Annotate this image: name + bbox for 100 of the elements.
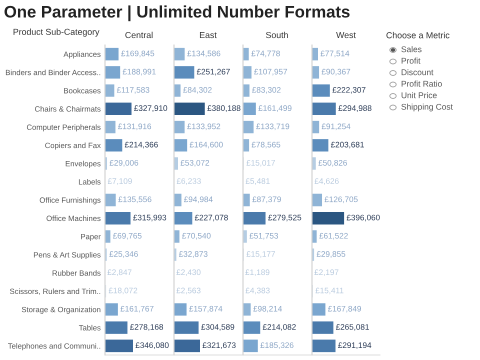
- bar: [174, 193, 182, 207]
- bar: [312, 120, 320, 134]
- data-label: £69,765: [112, 232, 142, 240]
- data-label: £278,168: [130, 324, 164, 331]
- data-label: £135,556: [118, 196, 152, 204]
- bar: [105, 138, 123, 152]
- data-label: £222,307: [332, 87, 366, 94]
- data-label: £321,673: [202, 342, 236, 349]
- data-label: £7,109: [108, 178, 132, 185]
- bar: [174, 230, 180, 244]
- text: Sales: [401, 46, 422, 52]
- bar: [312, 193, 323, 207]
- bar: [243, 302, 252, 316]
- data-label: £134,586: [187, 50, 220, 58]
- bar: [105, 211, 132, 226]
- bar: [243, 65, 252, 80]
- data-label: £78,565: [252, 142, 280, 148]
- chart-subtitle: South: [266, 32, 288, 38]
- bar: [243, 138, 250, 152]
- data-label: £279,525: [268, 214, 302, 222]
- data-label: £133,719: [256, 124, 290, 130]
- data-label: £2,197: [314, 269, 338, 276]
- bar: [312, 156, 317, 170]
- bar: [105, 84, 115, 98]
- text: Discount: [402, 69, 434, 76]
- data-label: £2,430: [176, 269, 201, 276]
- data-label: £169,845: [121, 50, 154, 58]
- data-label: £2,847: [108, 269, 132, 276]
- data-label: £94,984: [184, 196, 213, 204]
- data-label: £214,082: [262, 324, 296, 331]
- text: Choose a Metric: [386, 32, 450, 38]
- bar: [174, 338, 201, 353]
- bar: [312, 338, 336, 353]
- data-label: £15,411: [316, 288, 344, 294]
- bar: [174, 47, 186, 62]
- data-label: £396,060: [346, 214, 380, 222]
- data-label: £203,681: [330, 142, 364, 148]
- data-label: £29,855: [316, 251, 346, 258]
- data-label: £304,589: [201, 324, 234, 331]
- data-label: £53,072: [180, 160, 210, 167]
- bar: [243, 102, 257, 116]
- bar: [243, 211, 266, 226]
- bar: [105, 230, 112, 244]
- data-label: £2,563: [176, 288, 201, 294]
- data-label: £15,177: [246, 251, 275, 258]
- bar: [105, 102, 132, 116]
- data-label: £291,194: [338, 342, 372, 349]
- data-label: £117,583: [116, 87, 150, 94]
- bar: [105, 193, 116, 207]
- bar: [105, 65, 121, 80]
- data-label: £84,302: [183, 87, 212, 94]
- data-label: £294,988: [338, 105, 372, 112]
- bar: [312, 84, 331, 98]
- bar: [243, 120, 254, 134]
- bar: [174, 65, 195, 80]
- data-label: £98,214: [253, 306, 282, 313]
- bar: [174, 302, 188, 316]
- bar: [312, 47, 319, 62]
- bar: [312, 320, 334, 335]
- bar: [243, 84, 250, 98]
- data-label: £29,006: [110, 160, 138, 167]
- data-label: £157,874: [189, 306, 222, 313]
- data-label: £91,254: [322, 124, 350, 130]
- chart-subtitle: West: [336, 32, 356, 38]
- data-label: £380,188: [207, 105, 240, 112]
- bar: [105, 320, 128, 335]
- bar: [312, 102, 337, 116]
- data-label: £83,302: [252, 87, 281, 94]
- data-label: £51,753: [250, 232, 278, 240]
- text: Unit Price: [402, 92, 437, 98]
- chart-title: One Parameter | Unlimited Number Formats: [4, 5, 350, 22]
- data-label: £227,078: [194, 214, 228, 222]
- bar: [312, 302, 326, 316]
- bar: [174, 84, 182, 98]
- data-label: £167,849: [328, 306, 362, 313]
- data-label: £161,499: [258, 105, 292, 112]
- data-label: £32,873: [178, 251, 208, 258]
- data-label: £107,957: [254, 68, 288, 76]
- bar: [243, 338, 259, 353]
- data-label: £74,778: [251, 50, 280, 58]
- data-label: £1,189: [245, 269, 270, 276]
- data-label: £87,379: [252, 196, 281, 204]
- data-label: £4,626: [314, 178, 339, 185]
- bar: [105, 302, 119, 316]
- data-label: £315,993: [133, 214, 166, 222]
- data-label: £6,233: [176, 178, 201, 185]
- text: Profit: [402, 58, 420, 64]
- data-label: £18,072: [108, 288, 138, 294]
- data-label: £251,267: [196, 68, 230, 76]
- bar: [312, 211, 345, 226]
- data-label: £61,522: [319, 232, 348, 240]
- data-label: £214,366: [124, 142, 158, 148]
- bar: [105, 120, 116, 134]
- data-label: £126,705: [324, 196, 358, 204]
- chart-subtitle: Central: [125, 32, 153, 38]
- chart-subtitle: East: [200, 32, 217, 38]
- data-label: £185,326: [260, 342, 294, 349]
- data-label: £25,346: [109, 251, 138, 258]
- bar: [174, 138, 188, 152]
- data-label: £164,600: [190, 142, 223, 148]
